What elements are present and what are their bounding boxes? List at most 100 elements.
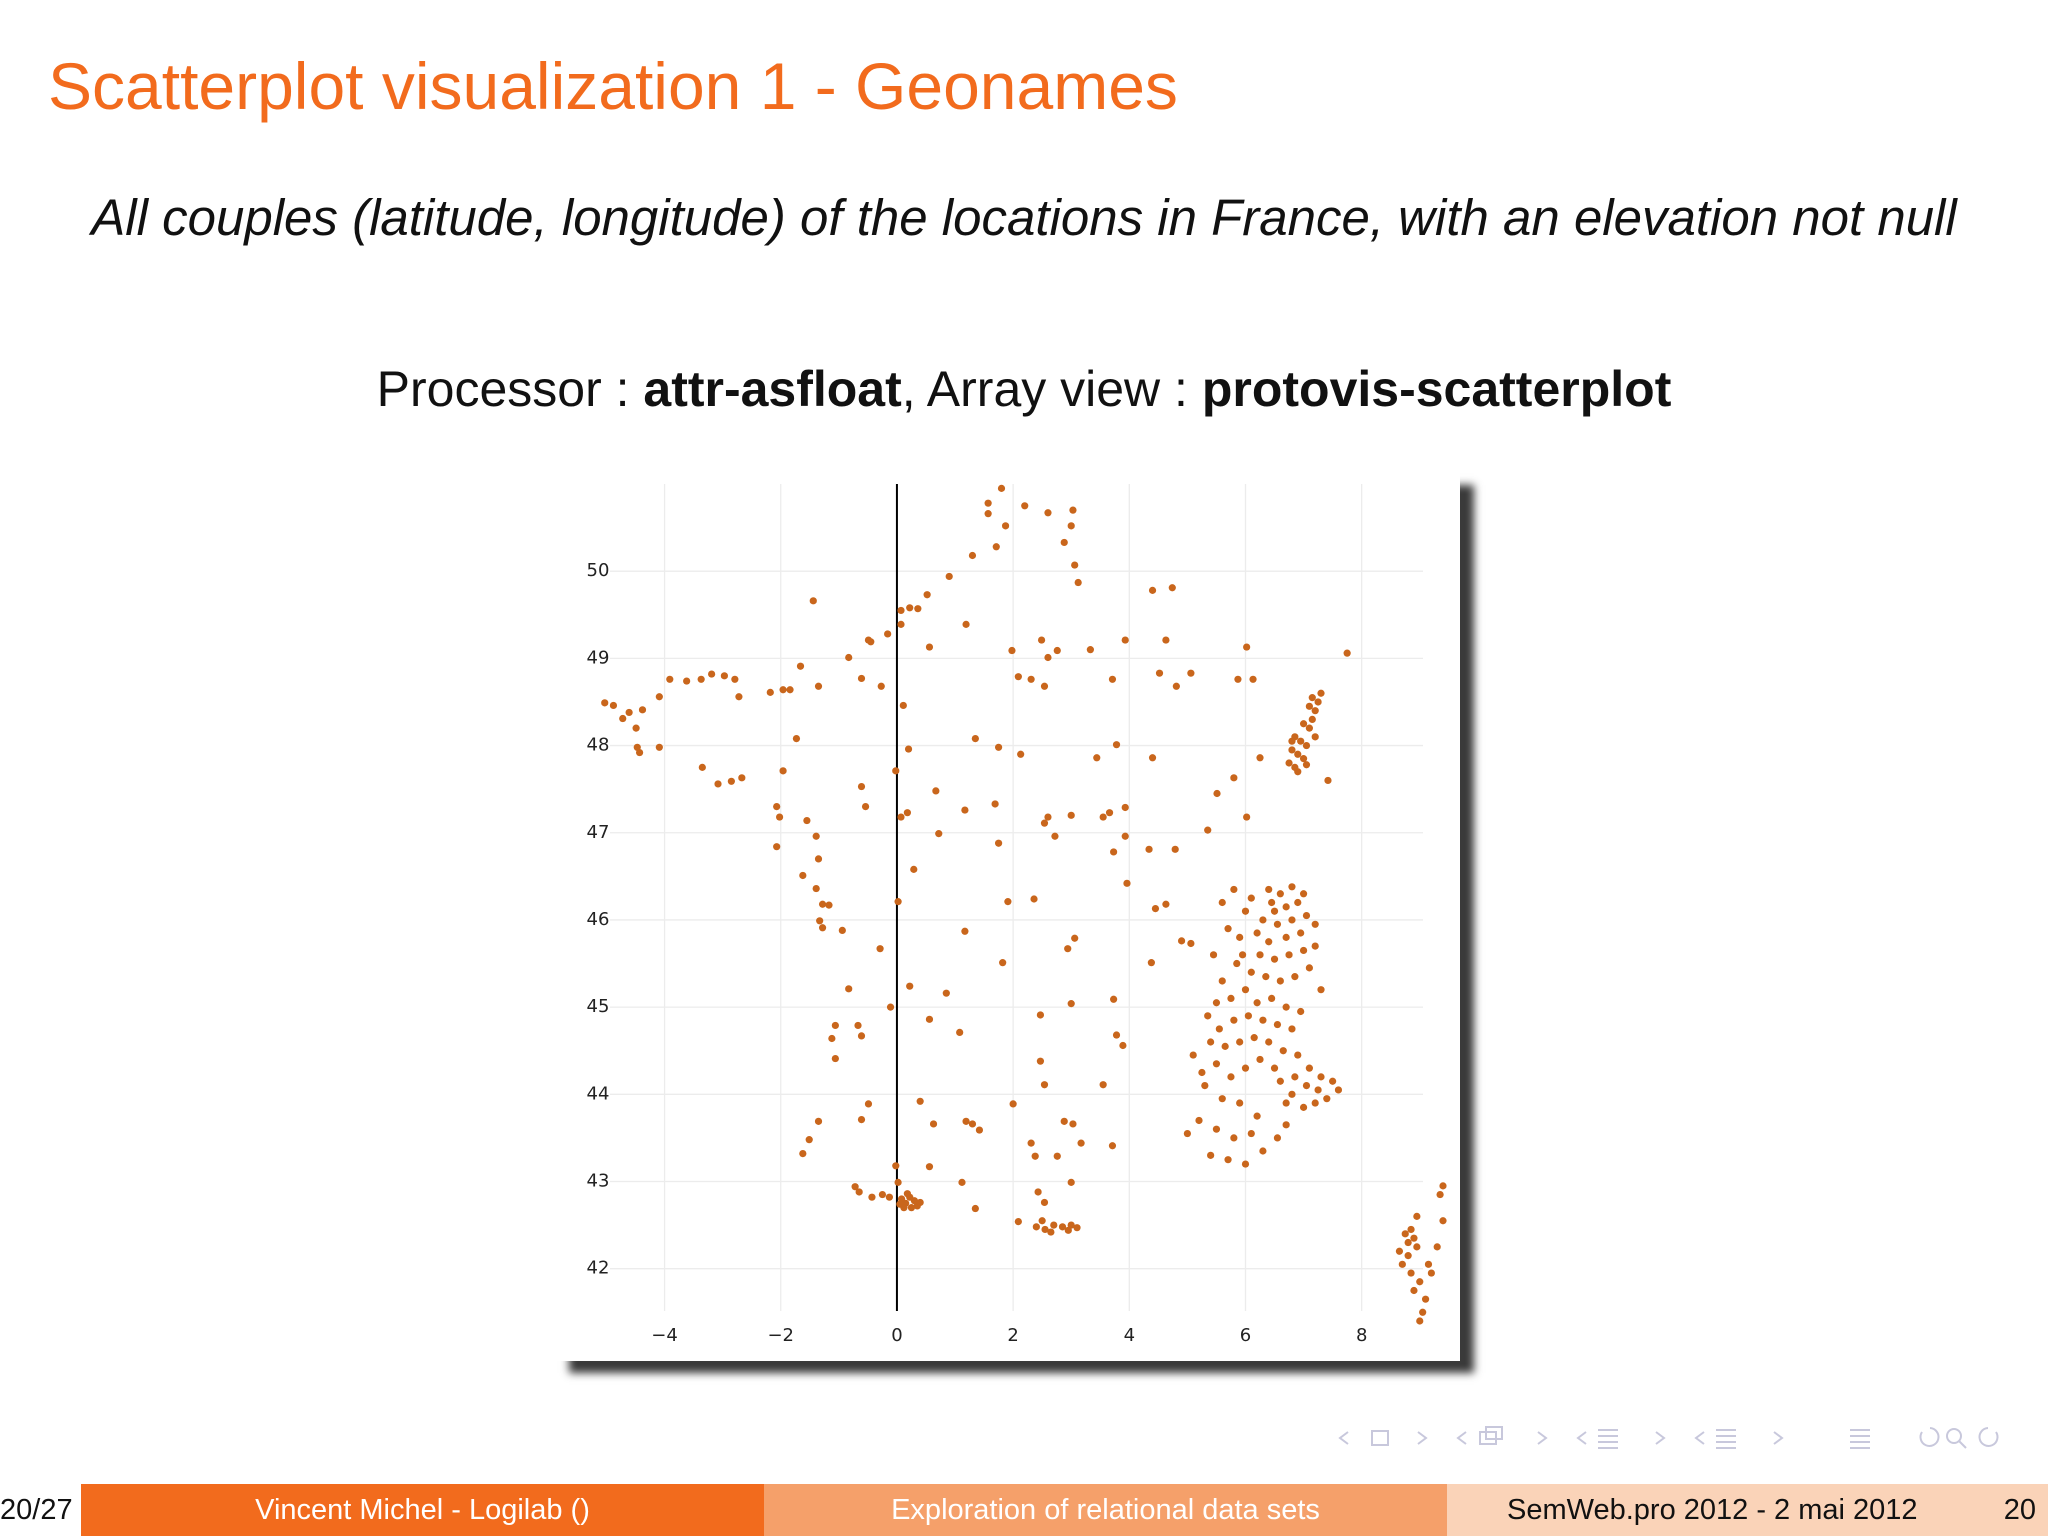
point bbox=[1259, 1016, 1267, 1024]
point bbox=[896, 1200, 904, 1208]
point bbox=[1069, 506, 1077, 514]
point bbox=[903, 809, 911, 817]
slide-title: Scatterplot visualization 1 - Geonames bbox=[48, 49, 1178, 123]
point bbox=[992, 543, 1000, 551]
point bbox=[1244, 1012, 1252, 1020]
point bbox=[971, 1204, 979, 1213]
point bbox=[1053, 646, 1061, 655]
point bbox=[1213, 789, 1221, 798]
point bbox=[1207, 1151, 1215, 1159]
point bbox=[1187, 939, 1195, 948]
point bbox=[894, 1178, 902, 1186]
point bbox=[925, 1163, 934, 1171]
point bbox=[894, 898, 902, 906]
point bbox=[991, 800, 999, 808]
point bbox=[885, 1193, 893, 1201]
point bbox=[1297, 929, 1305, 937]
point bbox=[1121, 832, 1129, 840]
point bbox=[1212, 1060, 1221, 1068]
page-fraction: 20/27 bbox=[0, 1484, 81, 1536]
point bbox=[1230, 1016, 1238, 1024]
point bbox=[1265, 885, 1273, 894]
y-tick-label: 45 bbox=[587, 996, 610, 1017]
y-tick-label: 44 bbox=[587, 1083, 610, 1104]
point bbox=[1234, 675, 1242, 683]
point bbox=[1071, 561, 1079, 569]
point bbox=[910, 865, 918, 873]
point bbox=[854, 1021, 862, 1030]
footer: 20/27 Vincent Michel - Logilab () Explor… bbox=[0, 1484, 2048, 1536]
point bbox=[1067, 1178, 1075, 1186]
point bbox=[935, 830, 943, 838]
point bbox=[796, 662, 805, 670]
point bbox=[1112, 741, 1121, 749]
x-tick-label: 6 bbox=[1240, 1325, 1251, 1346]
point bbox=[1241, 907, 1250, 915]
point bbox=[1308, 715, 1316, 724]
point bbox=[1329, 1077, 1337, 1085]
point bbox=[714, 780, 722, 788]
point bbox=[1014, 1218, 1022, 1226]
point bbox=[1273, 920, 1282, 928]
point bbox=[932, 787, 940, 795]
point bbox=[942, 989, 950, 997]
point bbox=[773, 843, 781, 851]
point bbox=[799, 871, 807, 880]
point bbox=[1305, 964, 1313, 972]
footer-right: SemWeb.pro 2012 - 2 mai 2012 20 bbox=[1447, 1484, 2048, 1536]
point bbox=[1311, 733, 1319, 741]
point bbox=[655, 693, 663, 701]
point bbox=[999, 959, 1007, 967]
x-tick-label: −4 bbox=[651, 1325, 678, 1346]
point bbox=[1198, 1068, 1206, 1077]
point bbox=[1027, 675, 1035, 683]
processor-run: , Array view : bbox=[901, 361, 1202, 417]
point bbox=[1030, 895, 1038, 903]
point bbox=[1294, 768, 1302, 776]
point bbox=[1424, 1260, 1433, 1268]
point bbox=[1207, 1038, 1215, 1046]
point bbox=[961, 927, 969, 935]
point bbox=[825, 901, 833, 909]
point bbox=[1288, 1025, 1296, 1033]
point bbox=[1302, 761, 1311, 769]
point bbox=[897, 813, 905, 821]
point bbox=[1099, 1081, 1107, 1089]
point bbox=[731, 675, 739, 683]
point bbox=[1285, 759, 1293, 767]
point bbox=[975, 1126, 984, 1134]
point bbox=[962, 620, 970, 628]
point bbox=[1058, 1223, 1067, 1231]
y-tick-label: 47 bbox=[587, 822, 610, 843]
point bbox=[1282, 1099, 1290, 1107]
point bbox=[1224, 925, 1232, 933]
y-tick-label: 46 bbox=[587, 909, 610, 930]
point bbox=[1270, 1064, 1279, 1072]
point bbox=[958, 1178, 966, 1186]
point bbox=[1317, 689, 1325, 697]
point bbox=[1311, 707, 1319, 715]
point bbox=[1416, 1278, 1424, 1286]
point bbox=[1291, 973, 1299, 981]
point bbox=[1036, 1011, 1045, 1019]
point bbox=[1256, 754, 1264, 762]
x-tick-label: 4 bbox=[1124, 1325, 1135, 1346]
point bbox=[1212, 1125, 1221, 1133]
point bbox=[1253, 1112, 1261, 1120]
point bbox=[816, 917, 824, 925]
processor-run: attr-asfloat bbox=[643, 361, 902, 417]
point bbox=[1204, 1012, 1212, 1020]
point bbox=[1067, 522, 1075, 530]
point bbox=[1410, 1234, 1418, 1242]
point bbox=[1209, 951, 1218, 959]
point bbox=[1001, 522, 1010, 530]
x-tick-label: −2 bbox=[767, 1325, 794, 1346]
processor-line: Processor : attr-asfloat, Array view : p… bbox=[0, 360, 2048, 418]
x-tick-label: 2 bbox=[1007, 1325, 1018, 1346]
point bbox=[968, 551, 977, 560]
point bbox=[1148, 586, 1157, 594]
point bbox=[1259, 916, 1267, 924]
processor-run: protovis-scatterplot bbox=[1201, 361, 1672, 417]
point bbox=[1282, 933, 1290, 941]
